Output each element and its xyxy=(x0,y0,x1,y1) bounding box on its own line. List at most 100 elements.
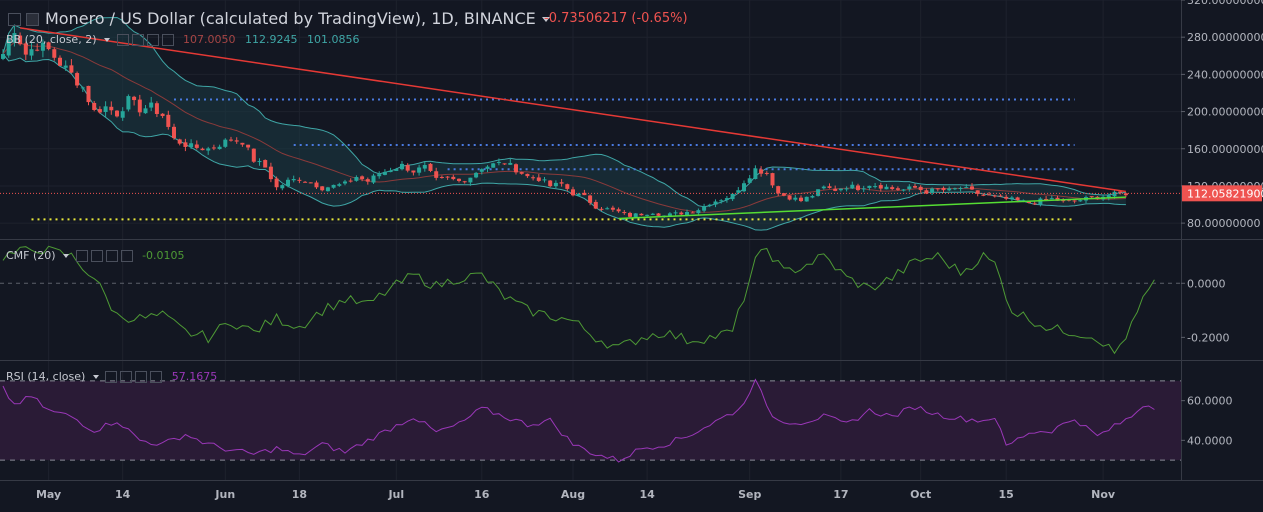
candle-body xyxy=(120,111,125,118)
chevron-down-icon[interactable] xyxy=(541,17,550,22)
candle-body xyxy=(633,213,638,217)
candle-body xyxy=(525,173,530,177)
eye-icon[interactable] xyxy=(75,250,88,262)
collapse-icon[interactable] xyxy=(8,13,21,26)
candle-body xyxy=(548,180,553,187)
candle-body xyxy=(360,176,365,179)
candle-body xyxy=(998,195,1003,197)
bb-legend[interactable]: BB (20, close, 2) 107.0050 112.9245 101.… xyxy=(6,33,360,46)
bb-lower-value: 101.0856 xyxy=(307,33,360,46)
close-icon[interactable] xyxy=(161,34,174,46)
candle-body xyxy=(434,171,439,178)
candle-body xyxy=(781,193,786,196)
candle-body xyxy=(514,164,518,173)
candle-body xyxy=(799,197,803,202)
candle-body xyxy=(690,212,695,214)
close-icon[interactable] xyxy=(120,250,133,262)
candle-body xyxy=(46,42,51,50)
chevron-down-icon[interactable] xyxy=(63,254,70,258)
candle-body xyxy=(388,170,393,173)
eye-icon[interactable] xyxy=(116,34,129,46)
candle-body xyxy=(154,103,159,114)
candle-body xyxy=(240,142,245,145)
cmf-legend[interactable]: CMF (20) -0.0105 xyxy=(6,249,185,262)
series-square-icon[interactable] xyxy=(26,13,39,26)
trendline xyxy=(618,196,1126,220)
candle-body xyxy=(206,148,211,151)
candle-body xyxy=(417,167,422,173)
plus-icon[interactable] xyxy=(105,250,118,262)
candle-body xyxy=(918,186,923,191)
candle-body xyxy=(234,140,239,142)
candles xyxy=(1,25,1128,218)
y-tick-label: 160.00000000 xyxy=(1187,143,1263,156)
candle-body xyxy=(331,184,336,188)
y-tick-label: 240.00000000 xyxy=(1187,68,1263,81)
candle-body xyxy=(132,96,137,101)
candle-body xyxy=(320,186,325,191)
candle-body xyxy=(884,186,889,190)
candle-body xyxy=(365,179,370,182)
candle-body xyxy=(246,144,251,148)
symbol-title[interactable]: Monero / US Dollar (calculated by Tradin… xyxy=(45,9,550,28)
candle-body xyxy=(861,188,866,190)
last-price-label: 112.05821900 xyxy=(1187,187,1263,200)
candle-body xyxy=(981,194,986,196)
candle-body xyxy=(200,148,205,151)
plus-icon[interactable] xyxy=(135,371,148,383)
gear-icon[interactable] xyxy=(131,34,144,46)
candle-body xyxy=(183,142,188,147)
cmf-value: -0.0105 xyxy=(142,249,185,262)
rsi-band xyxy=(0,380,1181,461)
candle-body xyxy=(776,186,781,194)
close-icon[interactable] xyxy=(150,371,163,383)
candle-body xyxy=(804,196,809,202)
candle-body xyxy=(599,208,604,210)
candle-body xyxy=(194,144,199,148)
candle-body xyxy=(502,163,507,165)
eye-icon[interactable] xyxy=(105,371,118,383)
candle-body xyxy=(274,178,279,188)
candle-body xyxy=(58,57,62,66)
plus-icon[interactable] xyxy=(146,34,159,46)
candle-body xyxy=(913,185,917,188)
rsi-legend[interactable]: RSI (14, close) 57.1675 xyxy=(6,370,217,383)
chevron-down-icon[interactable] xyxy=(104,38,110,42)
candle-body xyxy=(970,186,974,190)
candle-body xyxy=(172,126,176,139)
y-tick-label: 0.0000 xyxy=(1187,277,1226,290)
candle-body xyxy=(531,177,536,179)
rsi-legend-label: RSI (14, close) xyxy=(6,370,86,383)
candle-body xyxy=(257,161,262,163)
candle-body xyxy=(457,178,461,181)
candle-body xyxy=(1072,200,1077,202)
candle-body xyxy=(565,184,570,189)
candle-body xyxy=(40,42,45,51)
candle-body xyxy=(593,201,598,209)
gear-icon[interactable] xyxy=(120,371,133,383)
chevron-down-icon[interactable] xyxy=(92,375,99,379)
x-tick-label: Sep xyxy=(738,488,761,501)
candle-body xyxy=(742,183,746,192)
candle-body xyxy=(29,49,34,56)
candle-body xyxy=(1078,200,1083,202)
trendlines xyxy=(0,27,1181,220)
candle-body xyxy=(223,139,228,147)
candle-body xyxy=(12,33,17,43)
y-tick-label: 320.00000000 xyxy=(1187,0,1263,7)
gear-icon[interactable] xyxy=(90,250,103,262)
x-tick-label: May xyxy=(36,488,61,501)
y-tick-label: 60.0000 xyxy=(1187,395,1233,408)
candle-body xyxy=(821,186,826,189)
candle-body xyxy=(895,188,900,190)
candle-body xyxy=(844,188,849,190)
last-price-badge: 112.05821900 xyxy=(1182,185,1263,202)
candle-body xyxy=(816,189,821,196)
candle-body xyxy=(793,197,798,200)
candle-body xyxy=(405,165,410,171)
candle-body xyxy=(1112,191,1117,197)
candle-body xyxy=(411,170,416,173)
candle-body xyxy=(975,190,980,194)
candle-body xyxy=(217,146,222,150)
